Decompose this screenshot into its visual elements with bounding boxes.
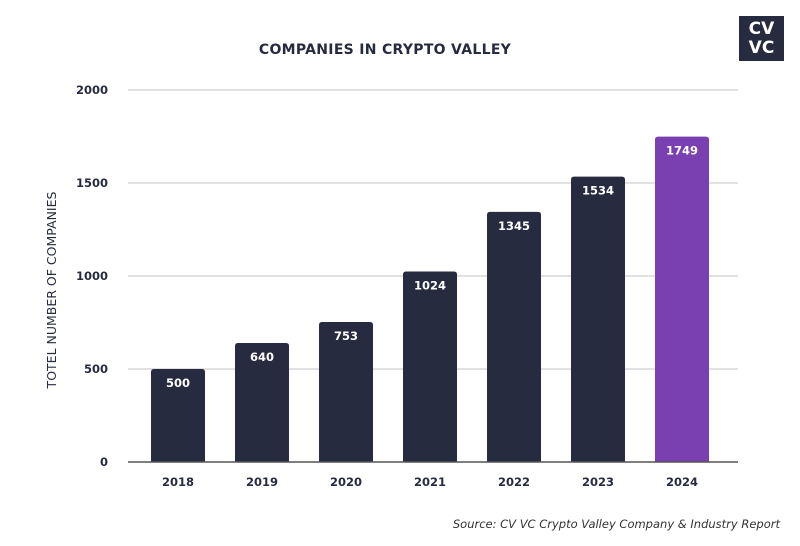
x-tick-label: 2021 bbox=[414, 475, 446, 489]
x-tick-label: 2020 bbox=[330, 475, 362, 489]
cvvc-logo: CV VC bbox=[739, 16, 784, 61]
x-tick-label: 2022 bbox=[498, 475, 530, 489]
data-label: 1749 bbox=[666, 144, 698, 158]
logo-line1: CV bbox=[748, 18, 775, 39]
bar-2022 bbox=[487, 211, 541, 462]
y-tick-label: 1000 bbox=[76, 269, 108, 283]
data-label: 1534 bbox=[582, 184, 614, 198]
x-tick-label: 2018 bbox=[162, 475, 194, 489]
data-label: 1024 bbox=[414, 279, 446, 293]
logo-line2: VC bbox=[748, 37, 775, 58]
bar-2019 bbox=[235, 342, 289, 462]
bar-2018 bbox=[151, 369, 205, 462]
y-tick-label: 2000 bbox=[76, 83, 108, 97]
y-tick-label: 0 bbox=[100, 455, 108, 469]
bar-2020 bbox=[319, 321, 373, 462]
y-tick-label: 500 bbox=[84, 362, 108, 376]
y-tick-label: 1500 bbox=[76, 176, 108, 190]
data-label: 500 bbox=[166, 376, 190, 390]
data-label: 1345 bbox=[498, 219, 530, 233]
x-tick-label: 2019 bbox=[246, 475, 278, 489]
data-label: 640 bbox=[250, 350, 274, 364]
bar-2024 bbox=[655, 136, 709, 462]
bar-2023 bbox=[571, 176, 625, 462]
bar-2021 bbox=[403, 271, 457, 462]
y-axis-title: TOTEL NUMBER OF COMPANIES bbox=[44, 191, 59, 389]
chart-title: COMPANIES IN CRYPTO VALLEY bbox=[258, 42, 512, 58]
x-tick-label: 2024 bbox=[666, 475, 698, 489]
x-tick-label: 2023 bbox=[582, 475, 614, 489]
source-note: Source: CV VC Crypto Valley Company & In… bbox=[452, 517, 780, 531]
data-label: 753 bbox=[334, 329, 358, 343]
